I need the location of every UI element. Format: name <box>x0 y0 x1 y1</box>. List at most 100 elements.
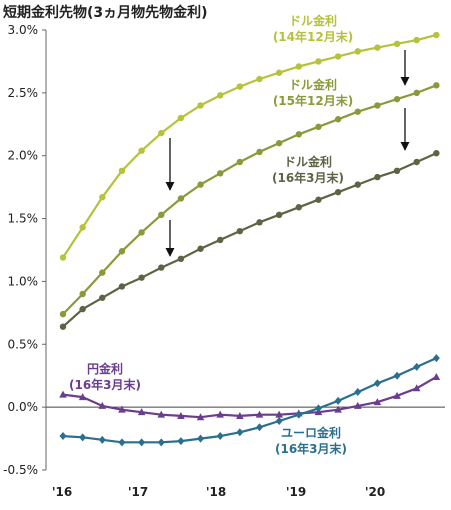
data-point <box>275 416 283 425</box>
chart-title: 短期金利先物(3ヵ月物先物金利) <box>3 5 208 21</box>
series-line-jpy_mar16 <box>62 376 437 419</box>
series-label-name: ドル金利 <box>289 13 337 28</box>
data-point <box>353 401 362 409</box>
data-point <box>295 204 302 211</box>
data-point <box>236 158 244 166</box>
data-point <box>393 95 401 103</box>
arrows <box>165 50 410 257</box>
data-point <box>295 410 303 419</box>
data-point <box>275 69 283 76</box>
x-axis: '16 '17 '18 '19 '20 <box>52 485 385 499</box>
data-point <box>374 173 381 181</box>
data-point <box>177 411 185 419</box>
data-point <box>255 410 264 418</box>
data-point <box>216 432 224 441</box>
series-label-name: ドル金利 <box>284 154 332 169</box>
data-point <box>334 116 342 123</box>
data-point <box>197 434 205 443</box>
data-point <box>315 123 322 130</box>
data-point <box>432 372 441 380</box>
data-point <box>177 255 185 262</box>
data-point <box>59 254 67 261</box>
data-point <box>158 264 165 271</box>
series-label-name: ユーロ金利 <box>281 425 341 440</box>
data-point <box>315 58 322 65</box>
data-point <box>256 148 263 156</box>
y-axis: 3.0% 2.5% 2.0% 1.5% 1.0% 0.5% 0.0% -0.5% <box>3 23 445 477</box>
series-line-usd_dec14 <box>62 33 437 259</box>
data-point <box>236 227 244 235</box>
data-point <box>393 391 401 399</box>
data-point <box>256 75 263 83</box>
data-point <box>138 147 145 154</box>
data-point <box>158 129 165 137</box>
data-point <box>314 404 322 413</box>
data-point <box>393 40 401 48</box>
data-point <box>177 437 185 446</box>
data-point <box>236 411 244 419</box>
y-tick-label: 1.5% <box>8 212 39 226</box>
data-point <box>118 167 126 174</box>
data-point <box>433 31 440 39</box>
data-point <box>98 435 106 444</box>
x-tick-label: '18 <box>206 485 226 499</box>
y-tick-label: 3.0% <box>8 23 39 37</box>
data-point <box>79 224 86 231</box>
data-point <box>413 89 420 97</box>
data-point <box>256 423 263 432</box>
data-point <box>374 102 381 109</box>
data-point <box>373 379 381 388</box>
data-point <box>295 63 302 70</box>
data-point <box>373 398 382 406</box>
data-point <box>137 408 146 416</box>
series-label-date: (15年12月末) <box>273 93 353 108</box>
data-point <box>217 236 224 244</box>
data-point <box>138 229 145 236</box>
data-point <box>79 433 87 442</box>
data-point <box>216 410 224 418</box>
data-point <box>217 92 224 99</box>
data-point <box>433 150 440 157</box>
data-point <box>315 196 322 203</box>
data-point <box>78 393 87 401</box>
data-point <box>393 371 401 380</box>
data-point <box>334 53 342 60</box>
x-tick-label: '16 <box>52 485 72 499</box>
y-tick-label: 0.0% <box>8 400 39 414</box>
data-point <box>99 294 106 301</box>
x-tick-label: '19 <box>286 485 306 499</box>
series-label-name: ドル金利 <box>289 77 337 92</box>
data-point <box>59 323 67 330</box>
data-point <box>256 219 263 226</box>
series-labels: ドル金利(14年12月末)ドル金利(15年12月末)ドル金利(16年3月末)円金… <box>69 13 353 456</box>
data-point <box>236 428 244 437</box>
data-point <box>177 195 185 202</box>
data-point <box>354 388 362 397</box>
y-tick-label: -0.5% <box>3 463 38 477</box>
x-tick-label: '17 <box>128 485 148 499</box>
data-point <box>412 384 421 392</box>
data-point <box>158 211 165 218</box>
series-label-name: 円金利 <box>87 361 123 376</box>
data-point <box>138 274 145 281</box>
x-tick-label: '20 <box>365 485 385 499</box>
data-point <box>99 269 106 276</box>
data-point <box>432 354 440 363</box>
y-tick-label: 2.5% <box>8 86 39 100</box>
data-point <box>197 181 204 188</box>
data-point <box>374 44 381 51</box>
data-point <box>334 396 342 405</box>
data-point <box>413 158 420 166</box>
series-line-usd_dec15 <box>62 84 437 315</box>
plot-area <box>59 31 441 447</box>
series-line-usd_mar16 <box>62 152 437 328</box>
data-point <box>217 170 224 177</box>
y-tick-label: 2.0% <box>8 149 39 163</box>
series-label-date: (16年3月末) <box>69 377 141 392</box>
data-point <box>59 432 67 441</box>
data-point <box>59 390 67 398</box>
data-point <box>334 188 342 196</box>
data-point <box>196 413 205 421</box>
data-point <box>275 410 283 418</box>
